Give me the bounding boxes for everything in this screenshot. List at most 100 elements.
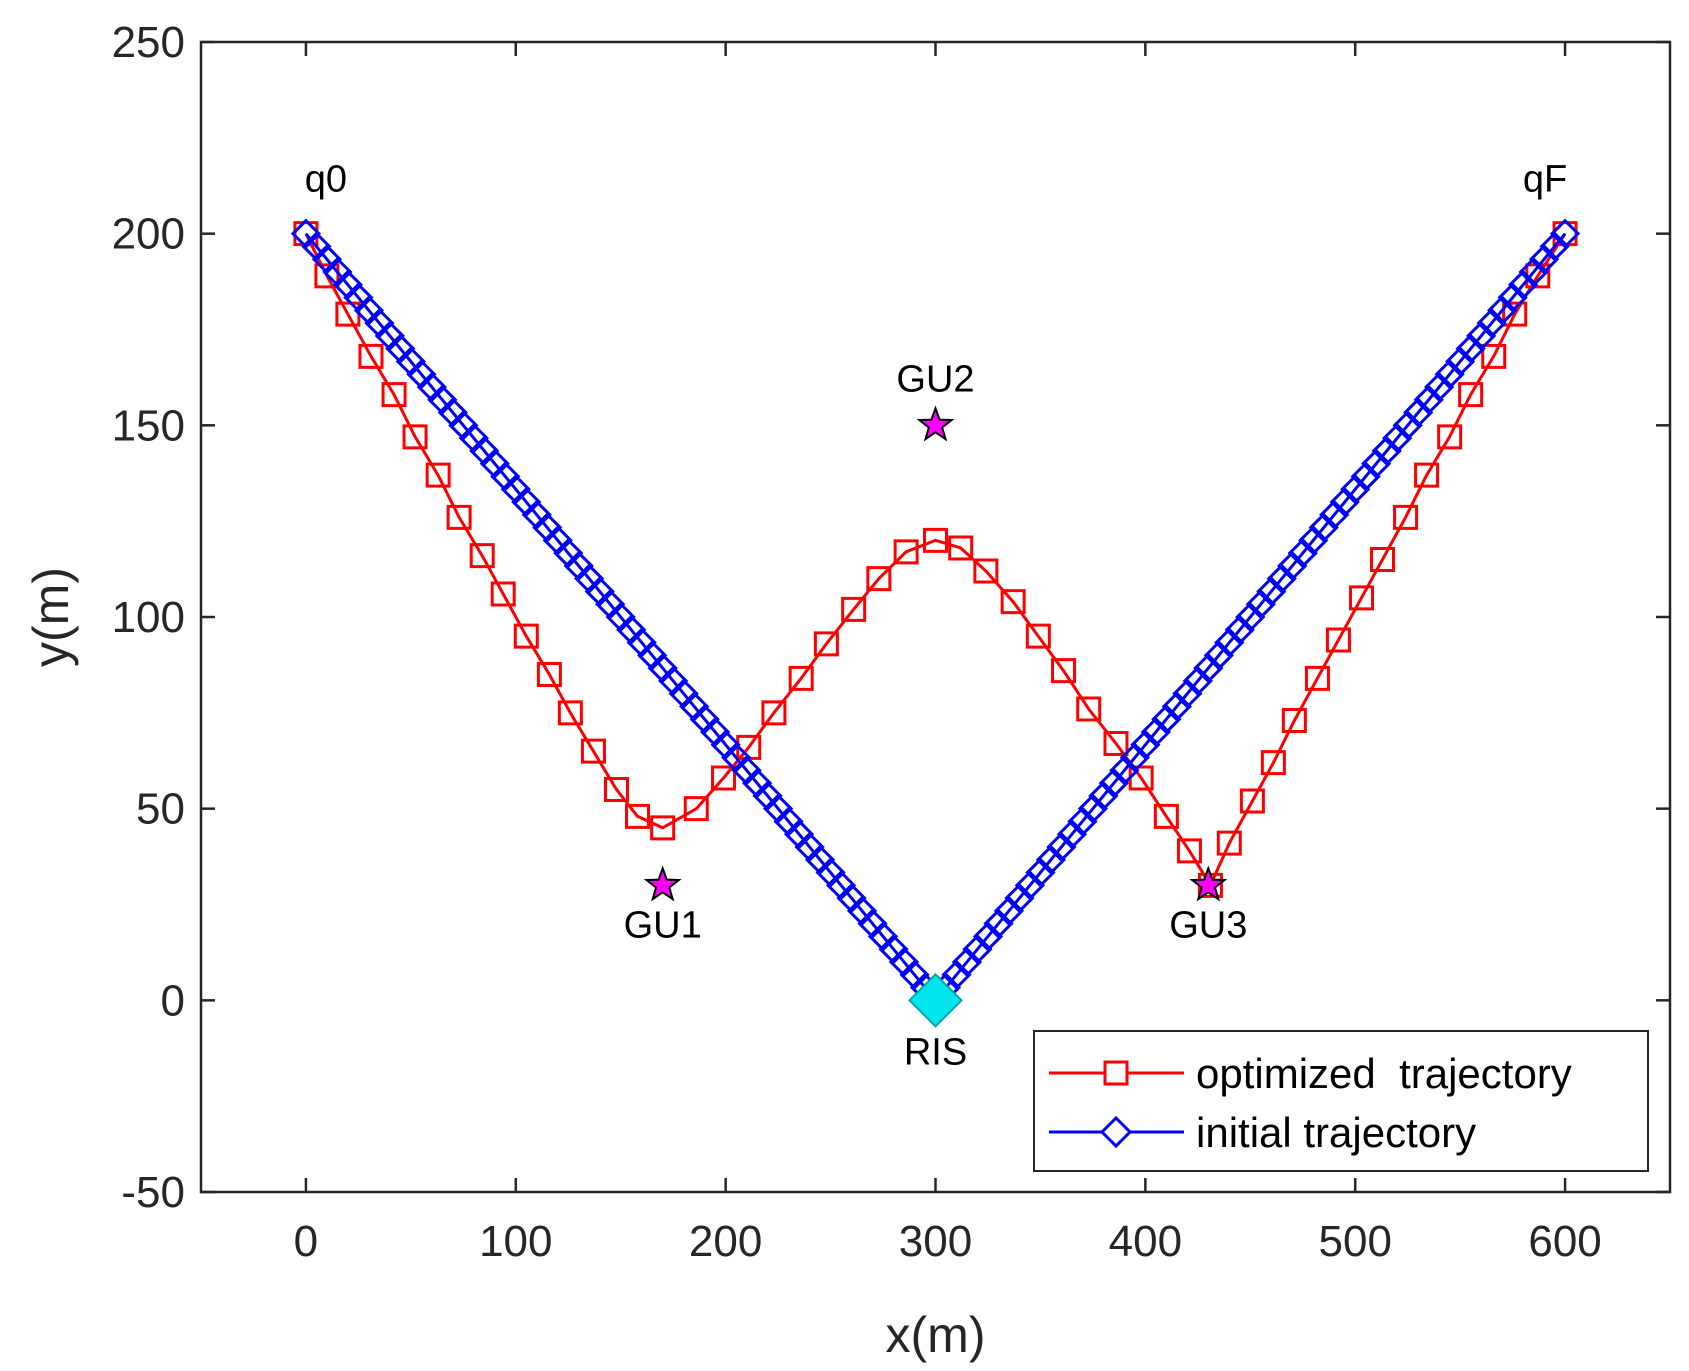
initial-trajectory-marker: [1329, 486, 1360, 518]
initial-trajectory-marker: [867, 921, 899, 952]
initial-trajectory-marker: [290, 218, 322, 249]
initial-trajectory-marker: [668, 678, 699, 709]
gu2-label: GU2: [896, 358, 974, 400]
initial-trajectory-marker: [962, 934, 993, 965]
initial-trajectory-marker: [941, 959, 972, 990]
optimized-trajectory-line: [304, 232, 1567, 889]
optimized-trajectory-marker: [604, 777, 630, 802]
legend-box: [1033, 1030, 1649, 1172]
annotation-qf: qF: [1523, 159, 1567, 201]
initial-trajectory-marker: [353, 295, 385, 326]
initial-trajectory-marker: [1130, 729, 1161, 760]
initial-trajectory-marker: [1035, 844, 1067, 875]
y-tick-label: 50: [136, 785, 185, 834]
initial-trajectory-marker: [574, 563, 605, 594]
initial-trajectory-marker: [1151, 704, 1182, 735]
initial-trajectory-marker: [1392, 410, 1423, 441]
initial-trajectory-marker: [1371, 435, 1402, 467]
optimized-trajectory-marker: [580, 738, 606, 764]
initial-trajectory-marker: [343, 282, 374, 313]
initial-trajectory-marker: [416, 371, 447, 403]
initial-trajectory-marker: [1182, 665, 1213, 697]
initial-trajectory-marker: [1119, 742, 1150, 773]
gu2-marker: [916, 405, 955, 442]
initial-trajectory-marker: [1077, 793, 1109, 824]
optimized-trajectory-marker: [1239, 788, 1265, 814]
optimized-trajectory-marker: [1025, 623, 1051, 649]
x-tick-label: 600: [1528, 1217, 1601, 1266]
annotations: GU1 GU2 GU3 RIS q0 qF: [305, 159, 1567, 1074]
initial-trajectory-marker: [479, 448, 510, 479]
initial-trajectory-marker: [1434, 359, 1465, 390]
initial-trajectory-marker: [773, 806, 804, 837]
initial-trajectory-marker: [1298, 525, 1329, 556]
optimized-trajectory-marker: [761, 700, 787, 726]
optimized-trajectory-marker: [358, 343, 384, 369]
initial-trajectory-marker: [1361, 448, 1392, 479]
initial-trajectory-marker: [846, 895, 878, 927]
initial-trajectory-marker: [385, 333, 416, 364]
y-tick-label: 200: [112, 210, 185, 259]
ris-marker: [908, 972, 963, 1028]
initial-trajectory-marker: [500, 474, 531, 505]
optimized-trajectory-marker: [1349, 585, 1375, 611]
initial-trajectory-marker: [721, 742, 752, 773]
initial-trajectory-marker: [972, 921, 1004, 952]
optimized-trajectory-marker: [1128, 765, 1154, 791]
y-tick-label: 150: [112, 401, 185, 450]
ris-label: RIS: [904, 1031, 967, 1073]
optimized-trajectory-marker: [1153, 803, 1179, 829]
initial-trajectory-marker: [1486, 295, 1518, 326]
initial-trajectory-marker: [1319, 499, 1350, 530]
x-tick-label: 400: [1109, 1217, 1182, 1266]
legend-initial-label: initial trajectory: [1196, 1109, 1476, 1156]
initial-trajectory-marker: [1172, 678, 1203, 709]
initial-trajectory-marker: [1528, 244, 1560, 275]
axes: 0 100 200 300 400 500 600250200150100500-50x(m…: [23, 18, 1672, 1363]
initial-trajectory-marker: [710, 729, 741, 760]
optimized-trajectory-marker: [1197, 872, 1223, 898]
initial-trajectory-marker: [1350, 461, 1381, 492]
initial-trajectory-marker: [1277, 550, 1308, 582]
initial-trajectory-marker: [1424, 371, 1455, 403]
optimized-trajectory-marker: [446, 504, 472, 530]
optimized-trajectory-marker: [973, 558, 999, 584]
optimized-trajectory-marker: [711, 765, 737, 791]
initial-trajectory-marker: [1549, 218, 1581, 249]
gu3-marker: [1189, 865, 1228, 902]
initial-trajectory-marker: [1193, 652, 1224, 684]
initial-trajectory-marker: [311, 244, 343, 275]
optimized-trajectory-marker: [381, 382, 407, 408]
initial-trajectory-marker: [1518, 256, 1549, 288]
initial-trajectory-marker: [1287, 537, 1318, 569]
initial-trajectory-marker: [993, 895, 1025, 927]
initial-trajectory-marker: [469, 435, 500, 467]
initial-trajectory-marker: [532, 512, 563, 543]
initial-trajectory-marker: [626, 627, 657, 658]
optimized-trajectory-marker: [1281, 708, 1307, 733]
initial-trajectory-marker: [815, 857, 846, 888]
initial-trajectory-marker: [783, 819, 815, 850]
initial-trajectory-marker: [1046, 831, 1077, 863]
initial-trajectory-marker: [1455, 333, 1486, 364]
legend-optimized-label: optimized trajectory: [1196, 1050, 1572, 1097]
optimized-trajectory-marker: [557, 700, 583, 726]
optimized-trajectory-marker: [625, 803, 651, 829]
y-tick-label: -50: [121, 1168, 185, 1217]
optimized-trajectory-marker: [1325, 627, 1351, 653]
optimized-trajectory-marker: [1437, 424, 1463, 450]
initial-trajectory-marker: [1382, 422, 1413, 454]
optimized-trajectory-marker: [683, 796, 709, 822]
optimized-trajectory-marker: [1176, 838, 1202, 864]
initial-trajectory-marker: [584, 576, 615, 607]
optimized-trajectory-marker: [841, 596, 867, 622]
initial-trajectory-marker: [1214, 627, 1245, 658]
optimized-trajectory-marker: [402, 424, 428, 450]
optimized-trajectory-marker: [650, 815, 676, 841]
initial-trajectory-marker: [1067, 806, 1098, 837]
initial-trajectory-marker: [804, 844, 836, 875]
initial-trajectory-marker: [637, 640, 668, 671]
initial-trajectory-marker: [605, 601, 636, 633]
x-tick-label: 200: [689, 1217, 762, 1266]
optimized-trajectory-marker: [948, 535, 974, 561]
